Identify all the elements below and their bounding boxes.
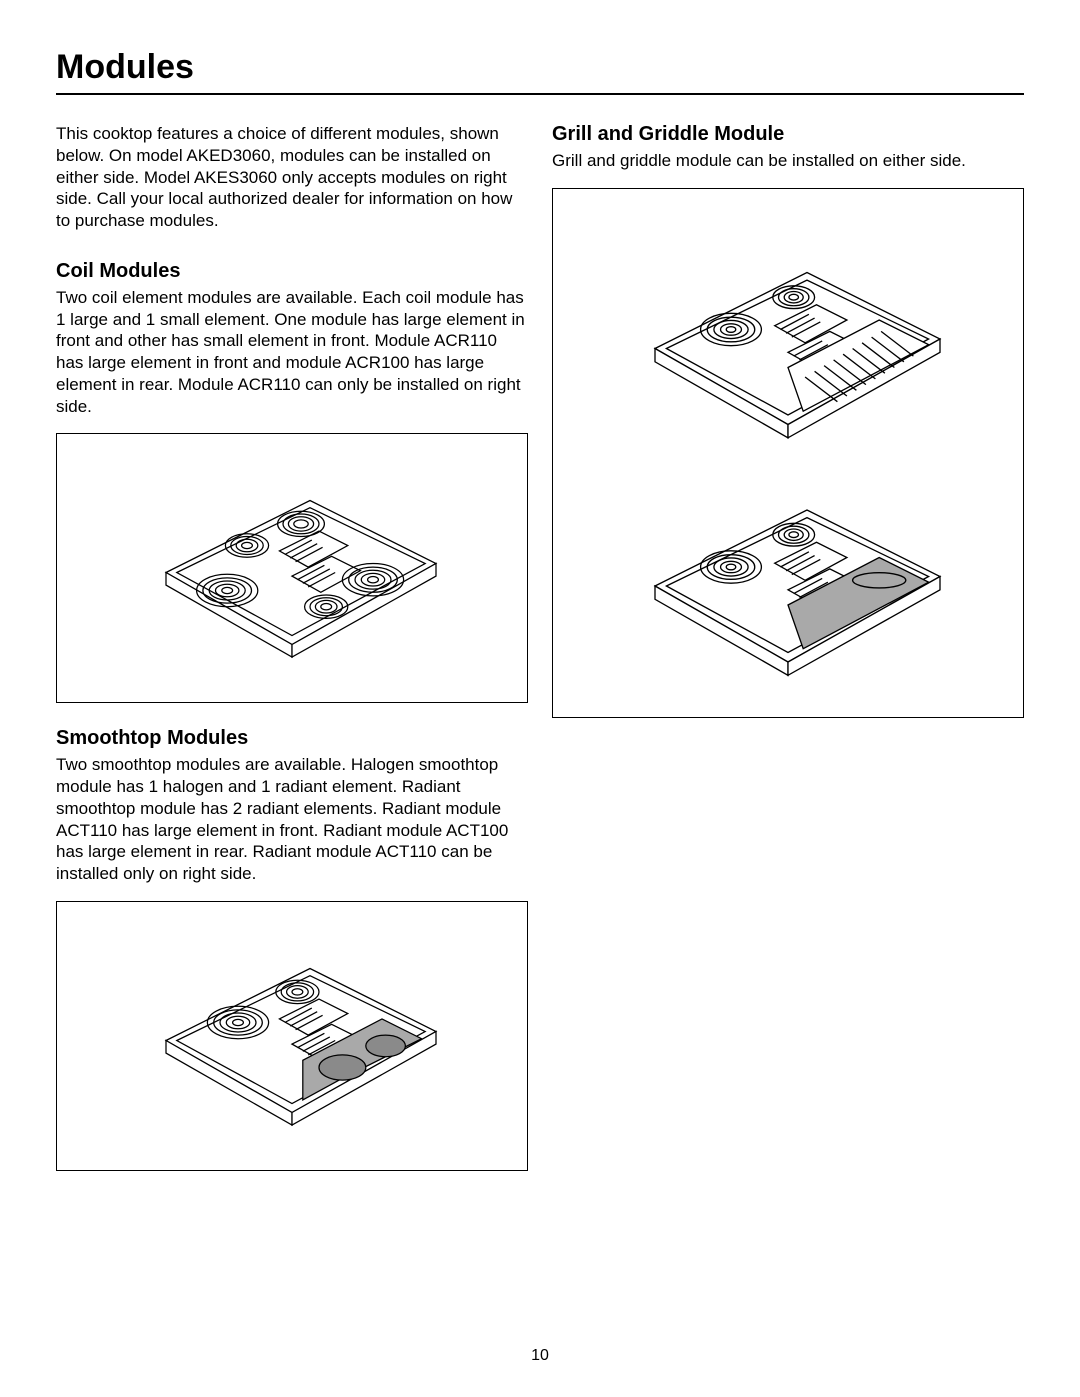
smoothtop-cooktop-icon — [112, 926, 472, 1146]
intro-paragraph: This cooktop features a choice of differ… — [56, 123, 528, 232]
grill-griddle-cooktop-icon — [598, 203, 978, 703]
grill-heading: Grill and Griddle Module — [552, 123, 1024, 146]
left-column: This cooktop features a choice of differ… — [56, 123, 528, 1195]
page-title: Modules — [56, 48, 1024, 95]
grill-griddle-figure — [552, 188, 1024, 718]
coil-figure — [56, 433, 528, 703]
smoothtop-heading: Smoothtop Modules — [56, 727, 528, 750]
grill-body: Grill and griddle module can be installe… — [552, 150, 1024, 172]
coil-cooktop-icon — [112, 458, 472, 678]
smoothtop-figure — [56, 901, 528, 1171]
page-number: 10 — [0, 1347, 1080, 1365]
right-column: Grill and Griddle Module Grill and gridd… — [552, 123, 1024, 1195]
coil-heading: Coil Modules — [56, 260, 528, 283]
coil-body: Two coil element modules are available. … — [56, 287, 528, 418]
two-column-layout: This cooktop features a choice of differ… — [56, 123, 1024, 1195]
smoothtop-body: Two smoothtop modules are available. Hal… — [56, 754, 528, 885]
